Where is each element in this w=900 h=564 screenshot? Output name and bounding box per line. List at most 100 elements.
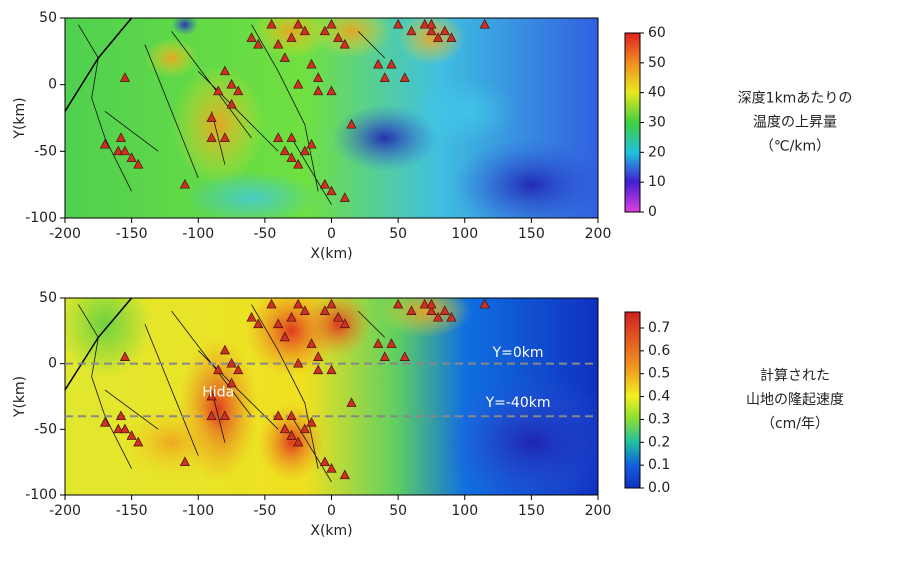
- x-tick-label: 100: [451, 503, 478, 519]
- volcano: [206, 390, 217, 401]
- x-tick-label: -50: [253, 226, 276, 242]
- volcano: [306, 338, 317, 348]
- volcano: [219, 344, 230, 355]
- volcano: [319, 178, 330, 189]
- volcano: [326, 85, 337, 96]
- volcano: [273, 318, 284, 329]
- annotation: Y=-40km: [485, 395, 551, 411]
- volcano: [286, 32, 297, 42]
- volcano: [219, 132, 230, 142]
- volcano: [246, 32, 257, 42]
- volcano: [286, 430, 297, 440]
- colorbar-title: （cm/年）: [761, 416, 829, 432]
- volcano: [133, 436, 144, 447]
- colorbar-tick-label: 40: [648, 85, 666, 101]
- volcano: [433, 32, 444, 42]
- volcano: [279, 423, 290, 434]
- y-tick-label: 0: [48, 77, 57, 93]
- x-tick-label: -150: [116, 503, 148, 519]
- volcano: [293, 357, 304, 368]
- volcano: [386, 58, 397, 69]
- volcano: [399, 351, 410, 361]
- volcano: [115, 410, 127, 421]
- volcano: [326, 185, 337, 196]
- colorbar-tick-label: 30: [648, 115, 666, 131]
- volcano: [213, 364, 224, 375]
- x-tick-label: 150: [518, 503, 545, 519]
- volcano: [293, 436, 304, 447]
- heat-blob: [398, 18, 465, 65]
- volcano: [426, 305, 437, 315]
- y-tick-label: 50: [39, 290, 57, 306]
- colorbar-tick-label: 0.1: [648, 457, 670, 473]
- x-tick-label: 0: [327, 503, 336, 519]
- volcano: [326, 18, 337, 29]
- x-tick-label: 50: [389, 503, 407, 519]
- volcano: [126, 430, 137, 440]
- y-tick-label: 0: [48, 356, 57, 372]
- volcano: [119, 423, 131, 434]
- volcano: [306, 417, 317, 427]
- colorbar: [624, 32, 641, 213]
- volcano: [426, 18, 437, 29]
- volcano: [279, 145, 290, 156]
- volcano: [439, 305, 450, 315]
- volcano: [419, 298, 430, 309]
- heat-field: [65, 298, 598, 495]
- volcano: [326, 364, 337, 375]
- volcano: [299, 25, 310, 36]
- volcano: [206, 132, 217, 142]
- volcano: [246, 311, 257, 322]
- volcano: [333, 32, 344, 42]
- volcano: [313, 351, 324, 361]
- x-tick-label: -200: [49, 503, 81, 519]
- volcano: [119, 351, 131, 361]
- colorbar-title: （℃/km）: [760, 139, 830, 155]
- volcano: [233, 364, 244, 375]
- volcano: [393, 18, 404, 29]
- annotation: Hida: [202, 385, 234, 401]
- volcano: [179, 456, 191, 467]
- volcano: [386, 338, 397, 348]
- fault-lines: [77, 24, 386, 205]
- volcano: [119, 145, 131, 156]
- volcano: [266, 18, 277, 29]
- volcano: [426, 25, 437, 36]
- volcano: [279, 331, 290, 342]
- colorbar-tick-label: 0.4: [648, 389, 670, 405]
- volcano: [179, 178, 191, 189]
- heatmap-panel: -200 -150 -100 -50 0 50 100 150 200 -100 -50 0 50 X(k…: [12, 290, 844, 539]
- coastline: [65, 298, 133, 391]
- volcano: [286, 410, 297, 421]
- colorbar-tick-label: 0.5: [648, 366, 670, 382]
- volcano: [115, 132, 127, 142]
- volcano: [226, 357, 237, 368]
- volcano: [446, 32, 457, 42]
- annotation: Y=0km: [492, 345, 544, 361]
- volcano: [373, 58, 384, 69]
- volcano: [379, 72, 390, 82]
- volcano: [273, 132, 284, 142]
- colorbar-tick-label: 50: [648, 55, 666, 71]
- volcano: [286, 132, 297, 142]
- colorbar-tick-label: 10: [648, 174, 666, 190]
- volcano: [253, 318, 264, 329]
- colorbar-title: 計算された: [760, 368, 830, 384]
- volcano: [406, 305, 417, 315]
- coastline: [65, 18, 133, 112]
- y-tick-label: -100: [25, 487, 57, 503]
- volcano: [313, 85, 324, 96]
- colorbar-title: 温度の上昇量: [753, 115, 837, 131]
- volcano: [333, 311, 344, 322]
- volcano: [299, 145, 310, 156]
- volcano: [293, 78, 304, 89]
- volcano: [126, 152, 137, 162]
- heat-blob: [184, 171, 319, 218]
- volcano: [433, 311, 444, 322]
- y-axis-label: Y(km): [12, 97, 28, 139]
- volcano: [273, 410, 284, 421]
- x-tick-label: 200: [585, 503, 612, 519]
- y-tick-label: -100: [25, 210, 57, 226]
- volcano: [293, 298, 304, 309]
- volcano: [119, 72, 131, 82]
